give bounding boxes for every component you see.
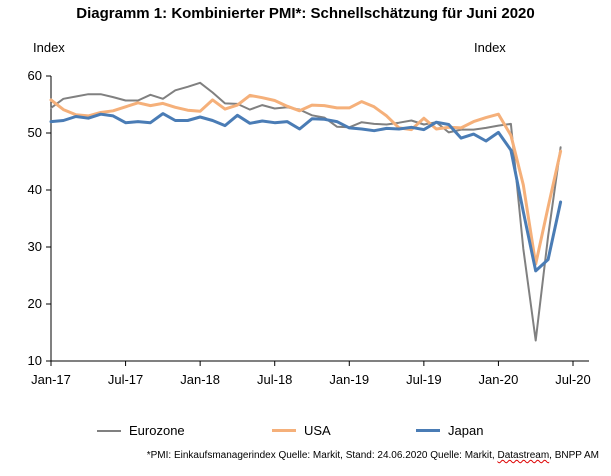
x-tick-label-Jan-18: Jan-18 xyxy=(180,372,220,387)
legend-swatch-eurozone xyxy=(97,429,121,432)
legend-label-japan: Japan xyxy=(448,423,484,438)
legend-swatch-usa xyxy=(272,429,296,432)
footnote: *PMI: Einkaufsmanagerindex Quelle: Marki… xyxy=(147,450,599,461)
y-axis-right-label: Index xyxy=(474,40,506,55)
y-tick-label-30: 30 xyxy=(28,239,42,254)
legend-swatch-japan xyxy=(416,429,440,432)
chart-axes: 10 20 30 40 50 60 Jan-17 Jul-17 Jan-18 Jul-18 Jan-… xyxy=(28,68,591,387)
x-tick-label-Jan-17: Jan-17 xyxy=(31,372,71,387)
x-tick-label-Jul-19: Jul-19 xyxy=(406,372,441,387)
x-tick-label-Jan-19: Jan-19 xyxy=(329,372,369,387)
y-tick-label-40: 40 xyxy=(28,182,42,197)
x-tick-label-Jan-20: Jan-20 xyxy=(479,372,519,387)
legend-item-japan: Japan xyxy=(416,423,483,438)
x-tick-label-Jul-17: Jul-17 xyxy=(108,372,143,387)
legend-label-usa: USA xyxy=(304,423,331,438)
footnote-text: *PMI: Einkaufsmanagerindex Quelle: Marki… xyxy=(146,450,498,461)
series-line-japan xyxy=(49,112,563,273)
legend-item-usa: USA xyxy=(272,423,331,438)
y-tick-label-20: 20 xyxy=(28,296,42,311)
y-tick-label-60: 60 xyxy=(28,68,42,83)
series-line-eurozone xyxy=(50,81,562,342)
y-tick-label-10: 10 xyxy=(28,353,42,368)
series-line-usa xyxy=(49,93,563,266)
legend-label-eurozone: Eurozone xyxy=(129,423,185,438)
footnote-tail: , BNPP AM xyxy=(549,450,599,461)
chart-title: Diagramm 1: Kombinierter PMI*: Schnellsc… xyxy=(76,5,535,22)
series-layer xyxy=(49,81,563,342)
legend-item-eurozone: Eurozone xyxy=(97,423,185,438)
y-tick-label-50: 50 xyxy=(28,125,42,140)
y-axis-left-label: Index xyxy=(33,40,65,55)
x-tick-label-Jul-20: Jul-20 xyxy=(555,372,590,387)
footnote-datastream: Datastream xyxy=(497,450,550,461)
x-tick-label-Jul-18: Jul-18 xyxy=(257,372,292,387)
